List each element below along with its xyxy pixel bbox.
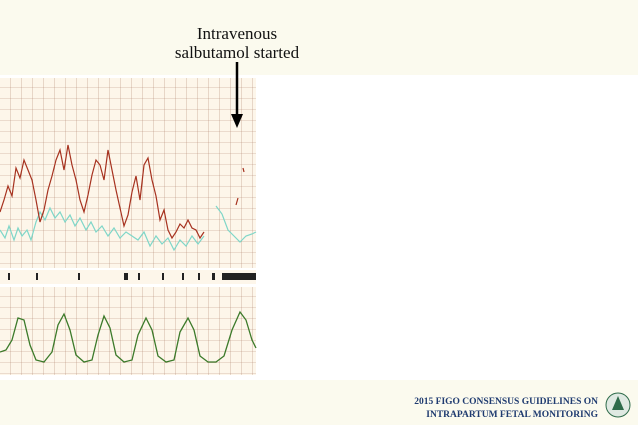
fhr-trace xyxy=(235,197,239,206)
toco-grid xyxy=(0,287,256,375)
maternal-trace xyxy=(215,205,257,243)
arrow-head xyxy=(231,114,243,128)
toco-trace xyxy=(0,310,257,363)
fhr-grid xyxy=(0,78,256,268)
footer-band xyxy=(0,380,638,425)
event-marks xyxy=(8,273,256,280)
header-band xyxy=(0,0,638,75)
caption-line: Intravenous xyxy=(196,24,278,43)
maternal-trace xyxy=(0,206,205,252)
footer-line: INTRAPARTUM FETAL MONITORING xyxy=(426,410,598,420)
fhr-trace xyxy=(242,167,245,173)
fhr-trace xyxy=(0,144,205,240)
footer-line: 2015 FIGO CONSENSUS GUIDELINES ON xyxy=(414,397,598,407)
figo-logo-mark xyxy=(612,396,624,410)
caption-line: salbutamol started xyxy=(174,43,300,62)
